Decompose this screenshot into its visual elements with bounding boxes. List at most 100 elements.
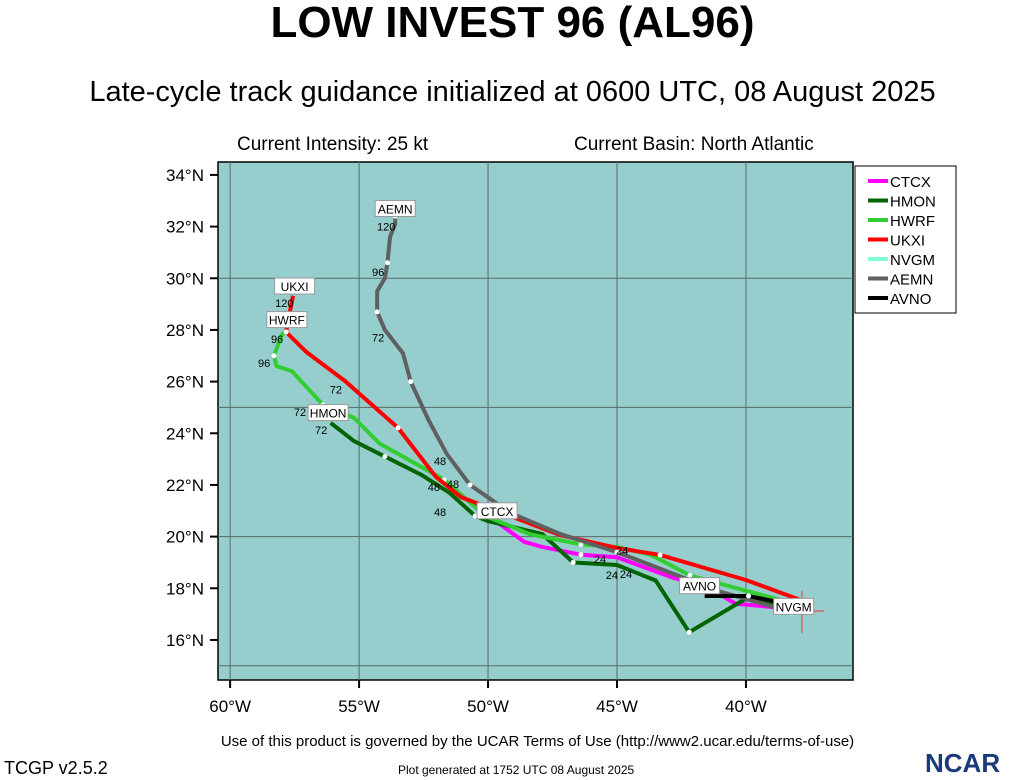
track-point <box>578 552 584 558</box>
model-label-group: AVNO <box>679 577 721 595</box>
forecast-hour-label: 24 <box>620 569 632 581</box>
y-tick-label: 30°N <box>166 269 204 288</box>
model-label: UKXI <box>281 280 309 294</box>
forecast-hour-label: 96 <box>372 267 384 279</box>
legend-label: AEMN <box>890 272 933 289</box>
track-point <box>570 559 576 565</box>
legend-label: AVNO <box>890 291 931 308</box>
forecast-hour-label-group: 48 <box>434 507 446 519</box>
generated-timestamp: Plot generated at 1752 UTC 08 August 202… <box>398 763 635 777</box>
model-label-group: HWRF <box>266 311 308 329</box>
legend-label: HMON <box>890 194 936 211</box>
forecast-hour-label-group: 120 <box>275 298 293 310</box>
model-label-box <box>476 502 518 520</box>
x-tick-label: 60°W <box>209 697 251 716</box>
track-point <box>395 425 401 431</box>
y-tick-label: 24°N <box>166 424 204 443</box>
track-point <box>472 513 478 519</box>
model-label-box <box>679 577 721 595</box>
y-tick-label: 20°N <box>166 528 204 547</box>
forecast-hour-label: 96 <box>258 358 270 370</box>
model-label-box <box>374 200 416 218</box>
terms-of-use: Use of this product is governed by the U… <box>220 733 855 750</box>
model-label-group: AEMN <box>374 200 416 218</box>
x-tick-label: 50°W <box>467 697 509 716</box>
y-tick-label: 16°N <box>166 631 204 650</box>
forecast-hour-label: 72 <box>294 407 306 419</box>
track-point <box>614 549 620 555</box>
current-basin: Current Basin: North Atlantic <box>574 134 814 155</box>
forecast-hour-label-group: 48 <box>428 482 440 494</box>
page-title: LOW INVEST 96 (AL96) <box>270 0 755 47</box>
track-point <box>686 629 692 635</box>
track-aemn <box>375 216 791 614</box>
forecast-hour-label-group: 96 <box>258 358 270 370</box>
track-point <box>374 309 380 315</box>
model-label-group: NVGM <box>773 597 815 615</box>
model-label: HMON <box>310 407 347 421</box>
version-label: TCGP v2.5.2 <box>4 758 108 778</box>
model-label-group: HMON <box>307 404 349 422</box>
forecast-hour-label-group: 48 <box>434 456 446 468</box>
forecast-hour-label-group: 96 <box>372 267 384 279</box>
y-tick-label: 34°N <box>166 166 204 185</box>
x-tick-label: 40°W <box>725 697 767 716</box>
forecast-hour-label-group: 72 <box>315 425 327 437</box>
forecast-hour-label-group: 72 <box>294 407 306 419</box>
forecast-hour-label-group: 120 <box>377 222 395 234</box>
model-label: AVNO <box>683 580 716 594</box>
forecast-hour-label: 24 <box>594 554 606 566</box>
forecast-hour-label-group: 24 <box>594 554 606 566</box>
forecast-hour-label-group: 72 <box>330 384 342 396</box>
track-point <box>271 353 277 359</box>
model-label: HWRF <box>269 314 305 328</box>
forecast-hour-label: 120 <box>377 222 395 234</box>
x-tick-label: 55°W <box>338 697 380 716</box>
forecast-hour-label: 72 <box>330 384 342 396</box>
page-subtitle: Late-cycle track guidance initialized at… <box>89 76 936 108</box>
legend-label: UKXI <box>890 233 925 250</box>
track-point <box>384 260 390 266</box>
model-label: AEMN <box>378 203 413 217</box>
model-label: CTCX <box>481 505 514 519</box>
track-point <box>382 454 388 460</box>
model-label-box <box>266 311 308 329</box>
y-tick-label: 28°N <box>166 321 204 340</box>
track-point <box>657 552 663 558</box>
model-label-group: UKXI <box>274 277 316 295</box>
forecast-hour-label: 24 <box>616 545 628 557</box>
model-label-box <box>773 597 815 615</box>
forecast-hour-label: 48 <box>434 507 446 519</box>
model-label-box <box>307 404 349 422</box>
track-point <box>283 329 289 335</box>
y-tick-label: 22°N <box>166 476 204 495</box>
track-point <box>746 593 752 599</box>
model-label: NVGM <box>776 600 812 614</box>
track-point <box>408 379 414 385</box>
forecast-hour-label-group: 24 <box>606 570 618 582</box>
forecast-hour-label-group: 24 <box>620 569 632 581</box>
legend-label: HWRF <box>890 213 935 230</box>
forecast-hour-label: 96 <box>271 334 283 346</box>
forecast-hour-label: 120 <box>275 298 293 310</box>
forecast-hour-label: 48 <box>447 479 459 491</box>
forecast-hour-label-group: 48 <box>447 479 459 491</box>
model-label-group: CTCX <box>476 502 518 520</box>
y-tick-label: 32°N <box>166 218 204 237</box>
y-tick-label: 18°N <box>166 579 204 598</box>
forecast-hour-label: 72 <box>372 333 384 345</box>
track-point <box>687 572 693 578</box>
current-intensity: Current Intensity: 25 kt <box>237 134 429 155</box>
legend-label: CTCX <box>890 174 931 191</box>
ncar-logo: NCAR <box>925 748 1001 778</box>
y-tick-label: 26°N <box>166 373 204 392</box>
forecast-hour-label-group: 96 <box>271 334 283 346</box>
forecast-hour-label-group: 24 <box>616 545 628 557</box>
forecast-hour-label: 48 <box>428 482 440 494</box>
track-point <box>578 541 584 547</box>
track-point <box>467 482 473 488</box>
forecast-hour-label: 24 <box>606 570 618 582</box>
forecast-hour-label: 48 <box>434 456 446 468</box>
model-label-box <box>274 277 316 295</box>
